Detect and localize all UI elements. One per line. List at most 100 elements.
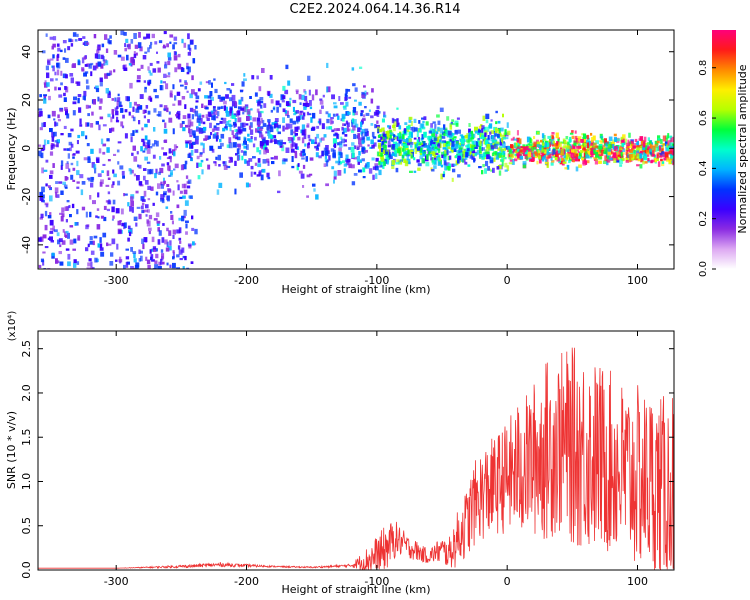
spectrogram-cell [193,133,196,138]
spectrogram-cell [301,129,305,136]
spectrogram-cell [117,220,121,226]
spectrogram-cell [408,153,412,157]
spectrogram-cell [87,262,91,267]
spectrogram-cell [170,214,174,220]
spectrogram-cell [402,145,407,152]
spectrogram-cell [563,152,566,159]
spectrogram-cell [486,151,490,156]
spectrogram-cell [488,155,491,159]
spectrogram-cell [173,51,177,56]
spectrogram-cell [430,157,433,161]
spectrogram-cell [340,102,344,105]
spectrogram-cell [486,144,491,149]
spectrogram-cell [207,99,212,106]
spectrogram-cell [489,143,492,147]
spectrogram-cell [248,115,252,121]
spectrogram-cell [93,235,98,239]
spectrogram-cell [78,38,83,41]
spectrogram-cell [185,175,189,179]
spectrogram-cell [161,237,165,243]
spectrogram-cell [548,140,552,143]
spectrogram-cell [93,34,97,39]
spectrogram-cell [279,103,282,108]
spectrogram-cell [76,81,81,86]
spectrogram-cell [494,153,497,157]
spectrogram-cell [474,126,478,132]
spectrogram-cell [38,237,42,242]
spectrogram-cell [364,106,367,109]
spectrogram-cell [172,256,175,260]
spectrogram-cell [433,145,436,149]
spectrogram-cell [449,124,453,130]
spectrogram-cell [541,139,545,142]
spectrogram-cell [120,30,125,36]
spectrogram-cell [323,147,328,152]
spectrogram-cell [259,132,263,138]
spectrogram-cell [396,122,400,127]
spectrogram-cell [626,142,631,146]
spectrogram-cell [557,138,560,144]
spectrogram-cell [485,113,490,119]
spectrogram-cell [654,143,659,148]
spectrogram-cell [346,126,349,132]
spectrogram-cell [199,81,203,85]
spectrogram-cell [160,198,164,202]
spectrogram-cell [356,155,360,162]
spectrogram-cell [568,148,572,153]
spectrogram-cell [319,109,322,114]
spectrogram-cell [163,105,168,112]
spectrogram-cell [344,96,348,101]
spectrogram-cell [297,136,301,141]
spectrogram-cell [140,146,143,152]
spectrogram-cell [295,110,299,114]
spectrogram-cell [176,267,180,269]
spectrogram-cell [217,106,221,110]
spectrogram-cell [76,261,80,265]
spectrogram-cell [237,155,240,161]
spectrogram-cell [267,161,270,166]
spectrogram-cell [112,199,116,205]
spectrogram-cell [642,145,645,151]
spectrogram-cell [333,105,338,109]
spectrogram-cell [292,99,297,104]
spectrogram-cell [557,149,561,154]
spectrogram-cell [109,128,112,133]
spectrogram-cell [107,177,111,180]
spectrogram-cell [351,129,355,133]
spectrogram-cell [370,115,374,119]
spectrogram-cell [664,152,669,158]
spectrogram-cell [162,181,165,186]
spectrogram-cell [670,153,674,159]
spectrogram-cell [315,148,319,151]
spectrogram-cell [442,173,445,178]
spectrogram-cell [582,137,587,143]
spectrogram-cell [466,139,470,143]
spectrogram-cell [117,97,121,102]
spectrogram-cell [76,170,80,176]
spectrogram-cell [42,251,46,254]
spectrogram-cell [102,232,107,238]
spectrogram-cell [188,245,192,249]
spectrogram-cell [282,95,286,100]
spectrogram-cell [333,170,337,177]
spectrogram-cell [151,143,156,147]
spectrogram-cell [649,143,652,147]
spectrogram-cell [458,152,462,157]
spectrogram-cell [97,96,100,102]
spectrogram-cell [375,173,378,179]
spectrogram-cell [55,122,59,127]
spectrogram-cell [634,155,637,161]
spectrogram-cell [187,119,192,125]
spectrogram-cell [423,116,427,120]
spectrogram-cell [152,202,155,206]
spectrogram-cell [181,38,184,44]
spectrogram-cell [539,144,542,151]
spectrogram-cell [42,194,45,199]
spectrogram-cell [661,151,666,158]
spectrogram-cell [259,141,264,147]
spectrogram-cell [135,222,138,227]
spectrogram-cell [285,101,290,107]
spectrogram-cell [157,227,160,232]
